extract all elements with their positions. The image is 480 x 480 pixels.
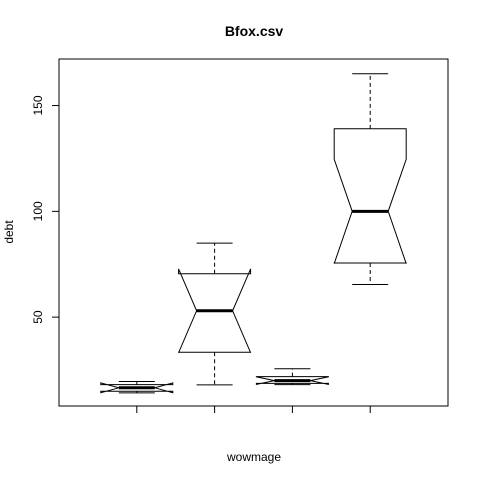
y-tick-label: 100 bbox=[31, 201, 45, 221]
box-2 bbox=[178, 242, 252, 386]
chart-title: Bfox.csv bbox=[225, 23, 284, 39]
box-3 bbox=[255, 368, 329, 386]
box-1 bbox=[100, 380, 174, 394]
box-body bbox=[255, 376, 329, 386]
boxes-group bbox=[100, 73, 407, 394]
box-body bbox=[333, 128, 407, 264]
plot-frame bbox=[58, 58, 449, 407]
x-axis bbox=[136, 406, 371, 413]
y-axis-title: debt bbox=[2, 220, 16, 244]
y-tick-label: 150 bbox=[31, 95, 45, 115]
y-tick-label: 50 bbox=[31, 310, 45, 324]
box-body bbox=[100, 382, 174, 394]
y-axis: 50 100 150 bbox=[31, 95, 59, 324]
box-body bbox=[178, 268, 252, 353]
box-4 bbox=[333, 73, 407, 286]
x-axis-title: wowmage bbox=[226, 450, 281, 464]
